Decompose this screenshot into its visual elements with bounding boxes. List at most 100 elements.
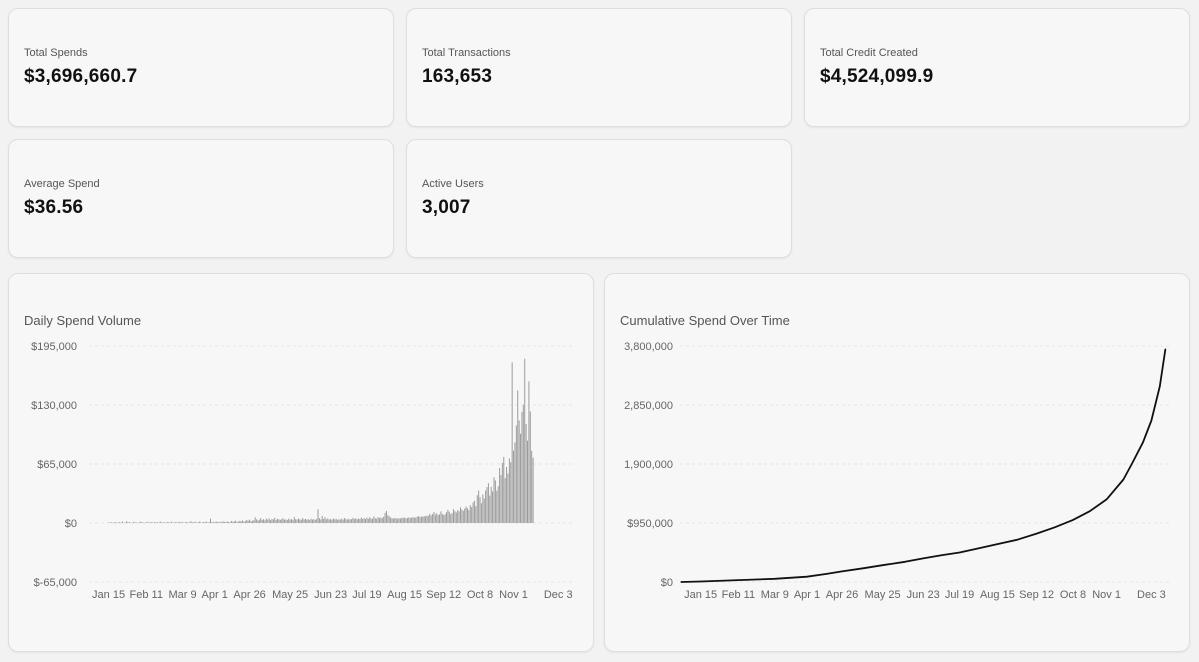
bar [208, 522, 210, 523]
bar [331, 519, 333, 523]
bar [289, 519, 291, 523]
bar [288, 518, 290, 523]
bar [457, 510, 459, 523]
bar [212, 521, 214, 523]
bar [260, 518, 262, 523]
bar [334, 519, 336, 523]
bar [527, 440, 529, 523]
bar [338, 519, 340, 523]
bar [186, 522, 188, 523]
bar [464, 508, 466, 523]
bar [211, 522, 213, 523]
bar [482, 494, 484, 523]
x-tick-label: Aug 15 [980, 589, 1015, 601]
bar [233, 521, 235, 523]
bar [412, 517, 414, 523]
bar [378, 518, 380, 523]
bar [348, 518, 350, 523]
bar [370, 518, 372, 523]
x-tick-label: Jul 19 [945, 589, 974, 601]
bar [529, 411, 531, 523]
bar [461, 509, 463, 523]
bar [257, 520, 259, 523]
data-point [862, 567, 864, 569]
bar [292, 519, 294, 523]
x-tick-label: Oct 8 [1060, 589, 1086, 601]
bar [243, 521, 245, 523]
x-tick-label: Oct 8 [467, 589, 493, 601]
bar [250, 521, 252, 523]
bar [358, 518, 360, 523]
bar [391, 518, 393, 523]
data-point [1142, 441, 1144, 443]
bar [426, 515, 428, 523]
bar [433, 511, 435, 523]
bar [437, 515, 439, 523]
bar [184, 522, 186, 523]
bar [191, 522, 193, 523]
bar [472, 502, 474, 523]
bar [434, 514, 436, 523]
bar [528, 381, 530, 523]
bar [455, 512, 457, 523]
x-tick-label: Mar 9 [169, 589, 197, 601]
stat-card-total-transactions: Total Transactions 163,653 [406, 8, 792, 127]
bar [295, 519, 297, 523]
y-tick-label: $65,000 [37, 459, 77, 471]
data-point [700, 580, 702, 583]
x-tick-label: Sep 12 [426, 589, 461, 601]
stat-card-total-credit-created: Total Credit Created $4,524,099.9 [804, 8, 1190, 127]
bar [235, 520, 237, 523]
bar [258, 519, 260, 523]
bar [122, 521, 124, 523]
data-point [737, 579, 739, 581]
bar [356, 519, 358, 523]
bar [429, 513, 431, 523]
bar [140, 521, 142, 523]
bar [264, 520, 266, 523]
bar [404, 517, 406, 523]
data-point [680, 581, 682, 583]
bar [515, 425, 517, 523]
bar [274, 517, 276, 523]
bar [320, 519, 322, 523]
bar [216, 522, 218, 523]
bar [325, 519, 327, 523]
x-tick-label: Feb 11 [722, 589, 755, 601]
bar [344, 518, 346, 523]
bar [316, 518, 318, 523]
bar [296, 519, 298, 523]
bar [446, 512, 448, 523]
daily-spend-volume-chart: $-65,000 $0 $65,000 $130,000 $195,000 Jan 15 F… [31, 341, 575, 601]
bar [415, 517, 417, 523]
bar [413, 517, 415, 523]
bar [418, 515, 420, 523]
bar [489, 495, 491, 523]
data-point [1159, 385, 1161, 387]
bar [367, 518, 369, 523]
bar [253, 520, 255, 523]
bar [129, 522, 130, 523]
bar [476, 495, 478, 523]
bar [242, 520, 244, 523]
bar [200, 522, 202, 523]
y-tick-label: $0 [661, 577, 673, 589]
bar [313, 519, 315, 523]
bar [508, 458, 510, 523]
stat-value: $36.56 [24, 197, 84, 218]
bar [345, 519, 347, 523]
bar [307, 519, 309, 523]
bar [353, 519, 355, 523]
bar [483, 498, 485, 523]
bar [123, 522, 125, 523]
data-point [774, 578, 776, 580]
bar [487, 483, 489, 523]
bar [450, 514, 452, 523]
x-tick-label: Apr 1 [202, 589, 228, 601]
bar [321, 515, 323, 523]
bar [126, 521, 128, 523]
bar [310, 518, 312, 523]
bar [261, 520, 263, 523]
x-tick-label: Feb 11 [130, 589, 163, 601]
data-point [1131, 463, 1133, 465]
